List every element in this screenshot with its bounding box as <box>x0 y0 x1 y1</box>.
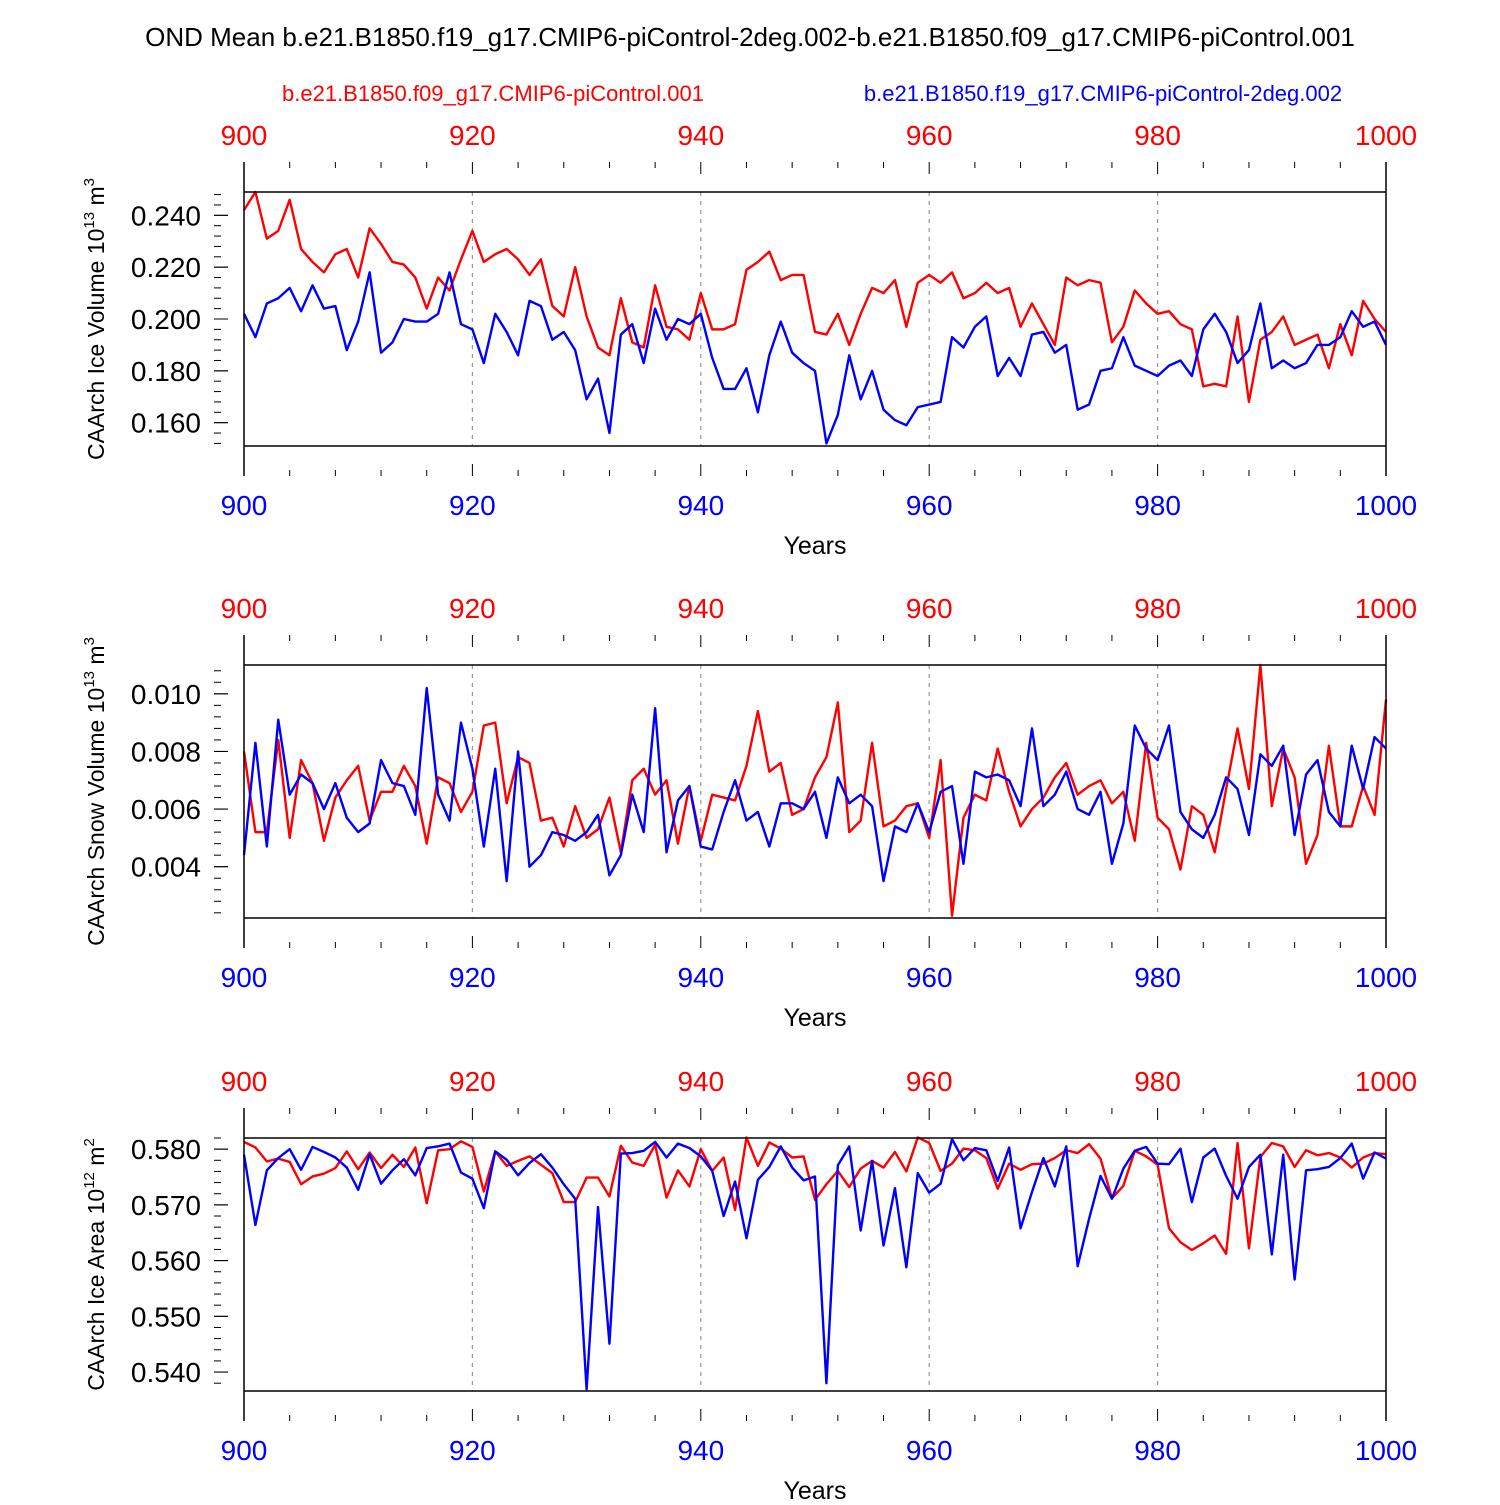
x-tick-label-top: 1000 <box>1355 120 1417 151</box>
x-tick-label-top: 980 <box>1134 593 1181 624</box>
x-tick-label-top: 960 <box>906 593 953 624</box>
y-tick-label: 0.240 <box>131 200 201 231</box>
y-tick-label: 0.180 <box>131 356 201 387</box>
y-axis-label-yunit-suffix-exp: 3 <box>81 637 98 645</box>
x-tick-label-top: 940 <box>677 120 724 151</box>
y-tick-label: 0.580 <box>131 1134 201 1165</box>
y-axis-label-yunit-suffix: m <box>83 645 109 671</box>
x-tick-label-bottom: 900 <box>221 962 268 993</box>
x-tick-label-top: 900 <box>221 120 268 151</box>
chart-panels: 900 900 920 920 940 940 960 960 980 980 1000 1000 0.… <box>81 120 1417 1505</box>
series-line-red <box>243 1136 1387 1256</box>
x-tick-label-top: 940 <box>677 1066 724 1097</box>
series-line-red <box>242 663 1388 917</box>
x-tick-label-bottom: 900 <box>221 490 268 521</box>
chart-title: OND Mean b.e21.B1850.f19_g17.CMIP6-piCon… <box>145 22 1355 52</box>
x-tick-label-bottom: 920 <box>449 1435 496 1466</box>
chart-panel-1: 900 900 920 920 940 940 960 960 980 980 1000 1000 0.… <box>81 120 1417 560</box>
x-tick-label-bottom: 960 <box>906 962 953 993</box>
y-axis-label-yunit-exp: 12 <box>81 1172 98 1189</box>
x-tick-label-bottom: 960 <box>906 1435 953 1466</box>
x-tick-label-bottom: 1000 <box>1355 1435 1417 1466</box>
y-axis-label-yunit-prefix: 10 <box>83 1189 109 1215</box>
x-tick-label-top: 1000 <box>1355 593 1417 624</box>
y-axis-label-yunit-exp: 13 <box>81 671 98 688</box>
y-axis-label-ylabel: CAArch Ice Volume <box>83 261 109 460</box>
x-tick-label-bottom: 980 <box>1134 1435 1181 1466</box>
series-line-blue <box>242 1137 1387 1391</box>
x-tick-label-top: 900 <box>221 593 268 624</box>
y-axis-label: CAArch Snow Volume 1013 m3 <box>81 637 109 946</box>
y-tick-label: 0.540 <box>131 1357 201 1388</box>
x-tick-label-bottom: 1000 <box>1355 962 1417 993</box>
y-tick-label: 0.004 <box>131 852 201 883</box>
x-tick-label-bottom: 960 <box>906 490 953 521</box>
x-tick-label-bottom: 940 <box>677 1435 724 1466</box>
x-tick-label-top: 900 <box>221 1066 268 1097</box>
x-tick-label-top: 920 <box>449 593 496 624</box>
y-axis-label-yunit-suffix: m <box>83 1147 109 1173</box>
y-axis-label-ylabel: CAArch Ice Area <box>83 1221 109 1391</box>
x-tick-label-top: 980 <box>1134 120 1181 151</box>
x-tick-label-bottom: 1000 <box>1355 490 1417 521</box>
series-line-blue <box>242 271 1388 445</box>
y-axis-label: CAArch Ice Area 1012 m2 <box>81 1138 109 1391</box>
y-axis-label: CAArch Ice Volume 1013 m3 <box>81 178 109 460</box>
x-tick-label-bottom: 900 <box>221 1435 268 1466</box>
x-tick-label-top: 980 <box>1134 1066 1181 1097</box>
x-tick-label-bottom: 940 <box>677 962 724 993</box>
y-tick-label: 0.570 <box>131 1190 201 1221</box>
series-line-red <box>242 190 1387 404</box>
chart-panel-3: 900 900 920 920 940 940 960 960 980 980 1000 1000 0.… <box>81 1066 1417 1505</box>
x-tick-label-bottom: 920 <box>449 490 496 521</box>
y-axis-label-yunit-exp: 13 <box>81 212 98 229</box>
y-axis-label-yunit-suffix-exp: 2 <box>81 1138 98 1146</box>
y-axis-label-yunit-suffix-exp: 3 <box>81 178 98 186</box>
x-axis-label: Years <box>783 1004 846 1032</box>
y-tick-label: 0.550 <box>131 1301 201 1332</box>
y-tick-label: 0.220 <box>131 252 201 283</box>
x-tick-label-top: 920 <box>449 1066 496 1097</box>
x-tick-label-top: 960 <box>906 1066 953 1097</box>
series-line-blue <box>242 686 1387 883</box>
x-tick-label-bottom: 980 <box>1134 490 1181 521</box>
legend-blue-series-label: b.e21.B1850.f19_g17.CMIP6-piControl-2deg… <box>864 81 1342 106</box>
y-axis-label-yunit-prefix: 10 <box>83 229 109 255</box>
chart-panel-2: 900 900 920 920 940 940 960 960 980 980 1000 1000 0.… <box>81 593 1417 1032</box>
x-tick-label-top: 960 <box>906 120 953 151</box>
x-tick-label-bottom: 940 <box>677 490 724 521</box>
y-axis-label-yunit-prefix: 10 <box>83 688 109 714</box>
y-tick-label: 0.008 <box>131 736 201 767</box>
x-axis-label: Years <box>783 532 846 560</box>
y-tick-label: 0.010 <box>131 679 201 710</box>
x-tick-label-top: 1000 <box>1355 1066 1417 1097</box>
y-tick-label: 0.560 <box>131 1246 201 1277</box>
y-tick-label: 0.160 <box>131 408 201 439</box>
y-axis-label-ylabel: CAArch Snow Volume <box>83 720 109 946</box>
x-tick-label-top: 920 <box>449 120 496 151</box>
x-axis-label: Years <box>783 1477 846 1500</box>
x-tick-label-bottom: 920 <box>449 962 496 993</box>
legend-red-series-label: b.e21.B1850.f09_g17.CMIP6-piControl.001 <box>282 81 704 106</box>
y-tick-label: 0.006 <box>131 794 201 825</box>
y-axis-label-yunit-suffix: m <box>83 186 109 212</box>
x-tick-label-bottom: 980 <box>1134 962 1181 993</box>
y-tick-label: 0.200 <box>131 304 201 335</box>
x-tick-label-top: 940 <box>677 593 724 624</box>
